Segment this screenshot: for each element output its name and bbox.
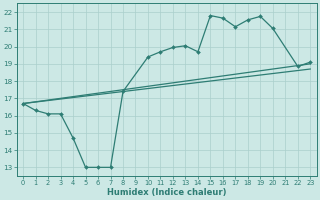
X-axis label: Humidex (Indice chaleur): Humidex (Indice chaleur) bbox=[107, 188, 227, 197]
